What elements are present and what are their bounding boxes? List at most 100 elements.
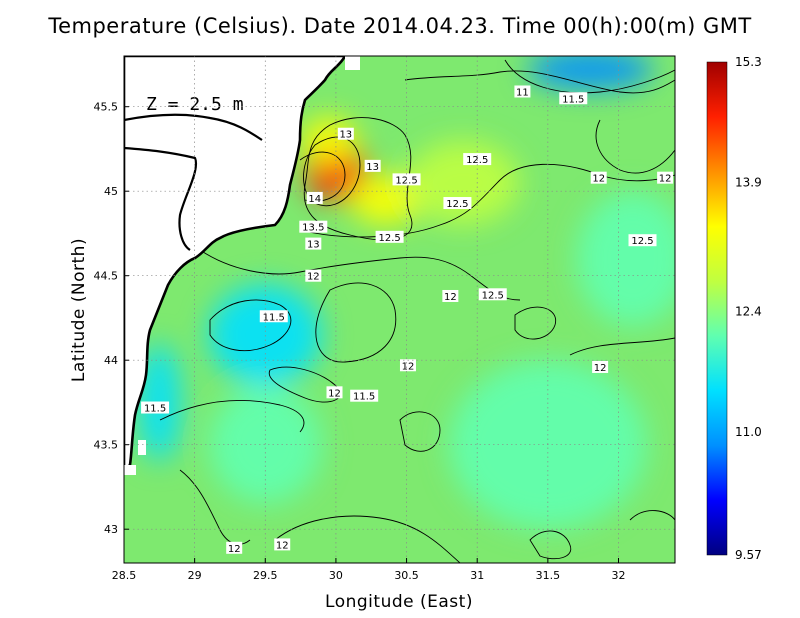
grid bbox=[124, 56, 675, 563]
contour-line bbox=[529, 530, 572, 560]
axis-ticks: 28.5 29 29.5 30 30.5 31 31.5 32 43 43.5 44 44.5 45 45… bbox=[94, 101, 626, 582]
contour-label: 14 bbox=[306, 191, 323, 205]
svg-text:11.5: 11.5 bbox=[562, 94, 584, 105]
y-tick-label: 44.5 bbox=[94, 270, 119, 283]
svg-text:12.5: 12.5 bbox=[378, 233, 400, 244]
svg-text:13: 13 bbox=[339, 130, 352, 141]
contour-line bbox=[404, 70, 675, 94]
colorbar-tick-label: 15.3 bbox=[735, 55, 762, 69]
svg-text:12: 12 bbox=[328, 388, 341, 399]
x-tick-label: 29.5 bbox=[253, 569, 278, 582]
temperature-blob bbox=[350, 174, 421, 225]
svg-text:12: 12 bbox=[228, 544, 241, 555]
x-tick-label: 29 bbox=[188, 569, 202, 582]
x-tick-label: 30 bbox=[329, 569, 343, 582]
contour-label: 13 bbox=[337, 127, 354, 141]
svg-text:11.5: 11.5 bbox=[144, 404, 166, 415]
svg-text:13: 13 bbox=[366, 162, 379, 173]
contour-line bbox=[569, 337, 675, 356]
svg-text:12: 12 bbox=[402, 361, 415, 372]
contour-line bbox=[159, 399, 305, 433]
inner-coastline bbox=[124, 113, 263, 141]
x-tick-label: 31.5 bbox=[536, 569, 561, 582]
colorbar-tick-label: 13.9 bbox=[735, 175, 762, 189]
depth-label: Z = 2.5 m bbox=[146, 94, 244, 115]
svg-text:12.5: 12.5 bbox=[395, 175, 417, 186]
contour-label: 13 bbox=[364, 159, 381, 173]
contour-label: 12 bbox=[399, 359, 416, 372]
x-tick-label: 32 bbox=[611, 569, 625, 582]
svg-text:11.5: 11.5 bbox=[263, 312, 285, 323]
temperature-field bbox=[138, 56, 675, 530]
svg-text:12.5: 12.5 bbox=[446, 199, 468, 210]
no-data-cells bbox=[124, 56, 360, 475]
contour-line bbox=[303, 136, 361, 207]
temperature-blob bbox=[208, 385, 322, 504]
contour-line bbox=[629, 510, 675, 521]
contour-label: 11 bbox=[514, 85, 531, 98]
svg-text:13: 13 bbox=[307, 240, 320, 251]
colorbar-labels: 15.3 13.9 12.4 11.0 9.57 bbox=[735, 55, 762, 562]
x-tick-label: 30.5 bbox=[394, 569, 419, 582]
coastline bbox=[124, 56, 347, 472]
contour-label: 12 bbox=[226, 541, 243, 555]
contour-line bbox=[399, 411, 441, 452]
colorbar-tick-label: 11.0 bbox=[735, 425, 762, 439]
temperature-blob bbox=[526, 56, 654, 90]
svg-text:12.5: 12.5 bbox=[482, 290, 504, 301]
svg-text:13.5: 13.5 bbox=[302, 223, 324, 234]
contour-label: 12 bbox=[274, 538, 291, 551]
svg-text:12: 12 bbox=[592, 174, 605, 185]
contour-label: 12.5 bbox=[628, 234, 657, 247]
contour-label: 12.5 bbox=[443, 197, 472, 210]
svg-text:11.5: 11.5 bbox=[353, 392, 375, 403]
map-title: Temperature (Celsius). Date 2014.04.23. … bbox=[48, 14, 752, 38]
temperature-blob bbox=[406, 140, 520, 225]
y-tick-label: 43 bbox=[104, 523, 118, 536]
colorbar-tick-label: 12.4 bbox=[735, 305, 762, 319]
contour-label: 12 bbox=[305, 269, 322, 283]
contour-line bbox=[299, 151, 346, 202]
contour-line bbox=[274, 515, 461, 563]
contour-label: 12 bbox=[657, 171, 674, 185]
contour-line bbox=[514, 306, 557, 340]
svg-text:14: 14 bbox=[308, 194, 321, 205]
contour-label: 13 bbox=[305, 237, 322, 251]
land-mask bbox=[124, 56, 347, 472]
svg-text:12: 12 bbox=[276, 540, 289, 551]
x-tick-label: 28.5 bbox=[112, 569, 137, 582]
inner-coastline bbox=[124, 146, 198, 251]
svg-text:12.5: 12.5 bbox=[631, 236, 653, 247]
svg-text:12: 12 bbox=[659, 174, 672, 185]
y-tick-label: 45.5 bbox=[94, 101, 119, 114]
contour-label: 12.5 bbox=[375, 230, 404, 244]
x-axis-label: Longitude (East) bbox=[325, 592, 473, 612]
contour-label: 11.5 bbox=[350, 389, 379, 403]
y-axis-label: Latitude (North) bbox=[69, 238, 89, 382]
contour-line bbox=[209, 299, 292, 352]
svg-text:12: 12 bbox=[307, 272, 320, 283]
contour-line bbox=[268, 366, 341, 403]
plot-frame bbox=[123, 55, 676, 564]
contour-label: 12 bbox=[326, 386, 343, 399]
contour-label: 11.5 bbox=[559, 92, 588, 105]
contour-label: 12 bbox=[592, 360, 609, 374]
contour-label: 13.5 bbox=[299, 220, 328, 234]
x-tick-label: 31 bbox=[470, 569, 484, 582]
contour-label: 12.5 bbox=[478, 288, 507, 301]
contour-label: 11.5 bbox=[259, 310, 288, 323]
contour-line bbox=[315, 282, 397, 363]
contour-label: 11.5 bbox=[141, 401, 170, 415]
contour-label: 12 bbox=[590, 171, 607, 185]
svg-text:12: 12 bbox=[444, 292, 457, 303]
svg-text:11: 11 bbox=[516, 87, 529, 98]
contour-label: 12.5 bbox=[392, 173, 421, 186]
contour-line bbox=[504, 59, 675, 94]
temperature-blob bbox=[576, 191, 675, 327]
colorbar bbox=[706, 61, 728, 556]
y-tick-label: 45 bbox=[104, 185, 118, 198]
contour-line bbox=[595, 119, 675, 174]
colorbar-tick-label: 9.57 bbox=[735, 548, 762, 562]
contour-label: 12 bbox=[442, 289, 459, 303]
